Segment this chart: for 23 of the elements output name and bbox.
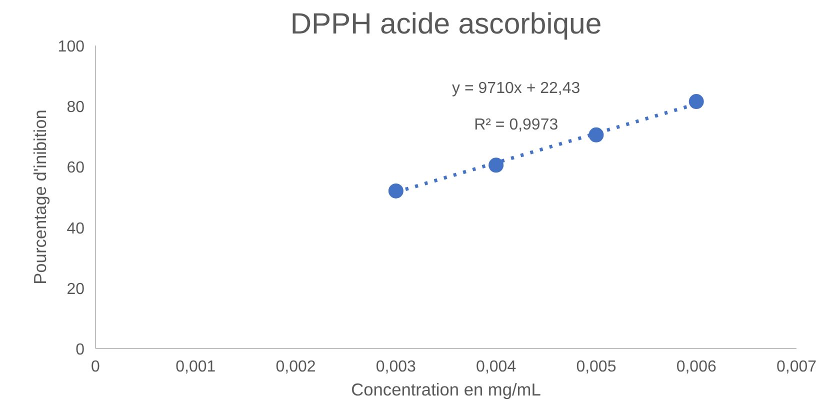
x-tick-label: 0,002: [276, 358, 316, 376]
point: [388, 183, 404, 198]
point: [488, 158, 504, 173]
point: [588, 127, 604, 142]
y-axis-title: Pourcentage d'inibition: [30, 110, 50, 284]
y-tick-label: 40: [66, 220, 85, 238]
x-tick-label: 0,001: [176, 358, 216, 376]
y-tick-label: 20: [66, 280, 85, 298]
chart-title: DPPH acide ascorbique: [290, 8, 602, 40]
x-tick-label: 0: [91, 358, 100, 376]
x-tick-label: 0,004: [476, 358, 516, 376]
y-tick-label: 0: [76, 342, 85, 358]
x-axis-title: Concentration en mg/mL: [351, 380, 542, 400]
point: [688, 94, 704, 110]
y-tick-label: 80: [66, 99, 85, 116]
x-tick-label: 0,003: [376, 358, 416, 376]
x-tick-label: 0,007: [776, 358, 817, 376]
y-tick-label: 60: [66, 160, 85, 177]
y-tick-label: 100: [58, 38, 85, 56]
annotation: y = 9710x + 22,43: [452, 80, 580, 98]
annotation: R² = 0,9973: [474, 116, 558, 134]
x-tick-label: 0,006: [676, 358, 716, 376]
x-tick-label: 0,005: [576, 358, 616, 376]
